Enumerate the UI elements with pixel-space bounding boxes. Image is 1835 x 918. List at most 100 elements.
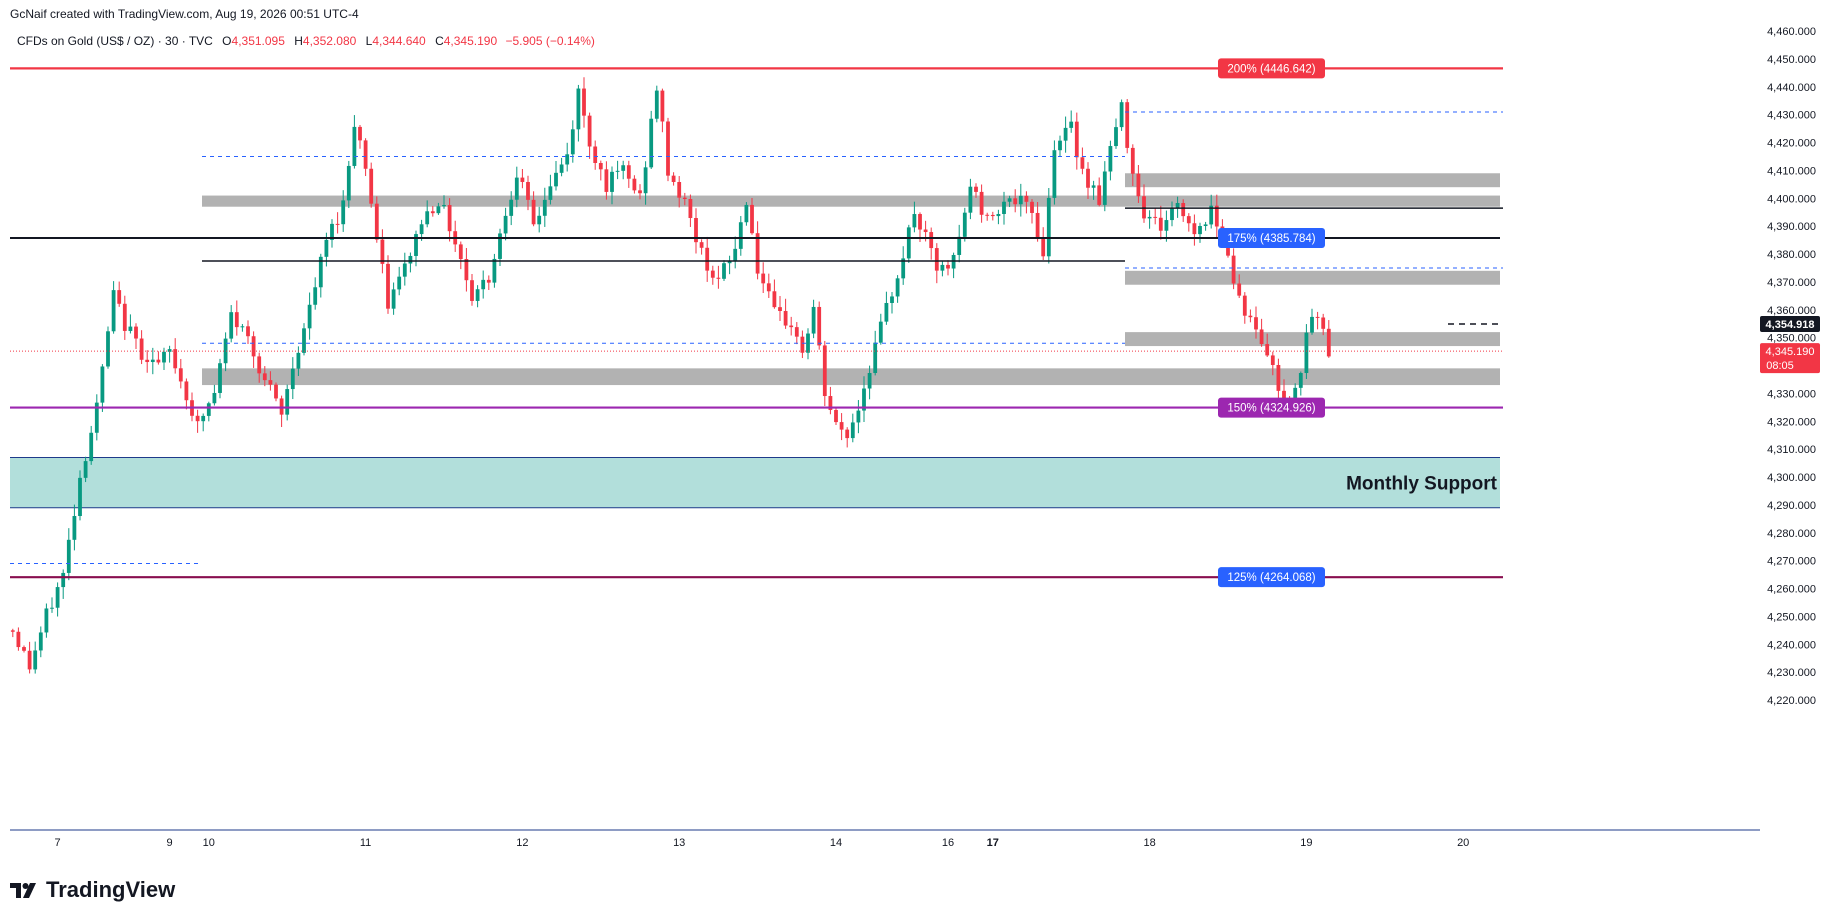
- time-axis[interactable]: 7 9 10 11 12 13 14 16 17 18 19 20: [10, 829, 1760, 849]
- last-price-tag: [1760, 343, 1820, 374]
- candle: [638, 190, 642, 194]
- candle: [1265, 344, 1270, 356]
- candle: [598, 163, 603, 170]
- candle: [671, 175, 676, 182]
- candle: [710, 270, 715, 278]
- candle: [660, 90, 665, 122]
- last-price-text: 4,345.190: [1766, 346, 1815, 358]
- candle: [962, 212, 967, 237]
- candle: [593, 146, 598, 164]
- price-axis[interactable]: 4,220.000 4,230.000 4,240.000 4,250.000 4,26…: [1503, 0, 1835, 830]
- candle: [890, 296, 894, 303]
- candle: [811, 306, 816, 334]
- tradingview-brand[interactable]: TradingView: [10, 877, 175, 903]
- fib-label-3: 125% (4264.068): [1227, 572, 1315, 584]
- candle: [850, 422, 855, 439]
- price-tick: 4,270.000: [1767, 556, 1816, 568]
- candle: [554, 172, 558, 187]
- price-tick: 4,360.000: [1767, 305, 1816, 317]
- candle: [649, 118, 654, 168]
- candle: [1214, 205, 1219, 227]
- candle: [408, 255, 413, 264]
- candle: [1298, 372, 1303, 388]
- price-tick: 4,450.000: [1767, 54, 1816, 66]
- candle: [722, 263, 726, 279]
- candle: [1170, 207, 1174, 221]
- candle: [1136, 173, 1141, 197]
- gray-zone-5: [202, 368, 1500, 386]
- price-tick: 4,440.000: [1767, 82, 1816, 94]
- candle: [884, 302, 889, 322]
- labels-layer: 200% (4446.642) 175% (4385.784) 150% (4324…: [1218, 58, 1325, 588]
- candle: [990, 214, 995, 217]
- candle: [666, 121, 670, 176]
- candle: [716, 277, 721, 279]
- candle: [16, 631, 21, 648]
- candle: [1074, 121, 1079, 158]
- candle: [912, 214, 917, 228]
- candle: [1248, 315, 1253, 318]
- candle: [218, 363, 222, 393]
- time-tick: 19: [1300, 837, 1312, 849]
- candle: [391, 289, 396, 309]
- marked-price-tag: [1760, 315, 1820, 332]
- candle: [621, 165, 626, 171]
- time-tick: 11: [360, 837, 371, 849]
- candle: [22, 647, 26, 651]
- candle: [212, 392, 217, 404]
- candle: [1097, 185, 1102, 205]
- price-tick: 4,400.000: [1767, 193, 1816, 205]
- gray-zone-1: [202, 195, 1500, 207]
- candle: [464, 259, 469, 281]
- candle: [761, 273, 766, 284]
- open-value: 4,351.095: [231, 34, 285, 48]
- candle: [509, 199, 514, 216]
- candle: [772, 291, 777, 308]
- fib-label-bg-0: [1218, 58, 1325, 79]
- candle: [262, 373, 267, 381]
- candle: [335, 223, 340, 225]
- candle: [352, 126, 357, 166]
- candle: [251, 336, 256, 357]
- candle: [106, 331, 110, 367]
- candle: [682, 197, 687, 199]
- time-tick: 12: [516, 837, 528, 849]
- fib-label-bg-3: [1218, 567, 1325, 588]
- candle: [442, 205, 446, 207]
- candle: [201, 415, 206, 422]
- candle: [582, 88, 586, 116]
- symbol-name[interactable]: CFDs on Gold (US$ / OZ) · 30 · TVC: [17, 34, 213, 48]
- candle: [50, 607, 54, 609]
- gray-zone-2: [1125, 173, 1500, 188]
- candle: [817, 306, 822, 346]
- candle: [458, 244, 463, 260]
- candle: [1304, 332, 1309, 373]
- candle: [341, 200, 346, 225]
- candle: [229, 312, 234, 339]
- price-tick: 4,220.000: [1767, 695, 1816, 707]
- candle: [1007, 198, 1012, 202]
- candle: [363, 140, 368, 169]
- candle: [694, 218, 698, 243]
- candle: [727, 261, 732, 264]
- gray-zone-3: [1125, 270, 1500, 285]
- price-tick: 4,240.000: [1767, 639, 1816, 651]
- candle: [1119, 102, 1124, 128]
- candle: [1198, 226, 1202, 235]
- candle: [257, 356, 262, 374]
- close-value: 4,345.190: [443, 34, 498, 48]
- candle: [688, 198, 693, 219]
- candle: [1024, 195, 1029, 202]
- candle: [626, 165, 631, 179]
- candle: [946, 264, 950, 269]
- monthly-support-label: Monthly Support: [1346, 474, 1498, 495]
- candle: [559, 164, 564, 173]
- candle: [1035, 212, 1040, 240]
- candle: [128, 326, 133, 331]
- symbol-legend[interactable]: CFDs on Gold (US$ / OZ) · 30 · TVC O4,35…: [17, 34, 595, 48]
- candle: [531, 199, 536, 225]
- price-tick: 4,420.000: [1767, 138, 1816, 150]
- candle: [1158, 217, 1163, 231]
- candle: [906, 227, 911, 259]
